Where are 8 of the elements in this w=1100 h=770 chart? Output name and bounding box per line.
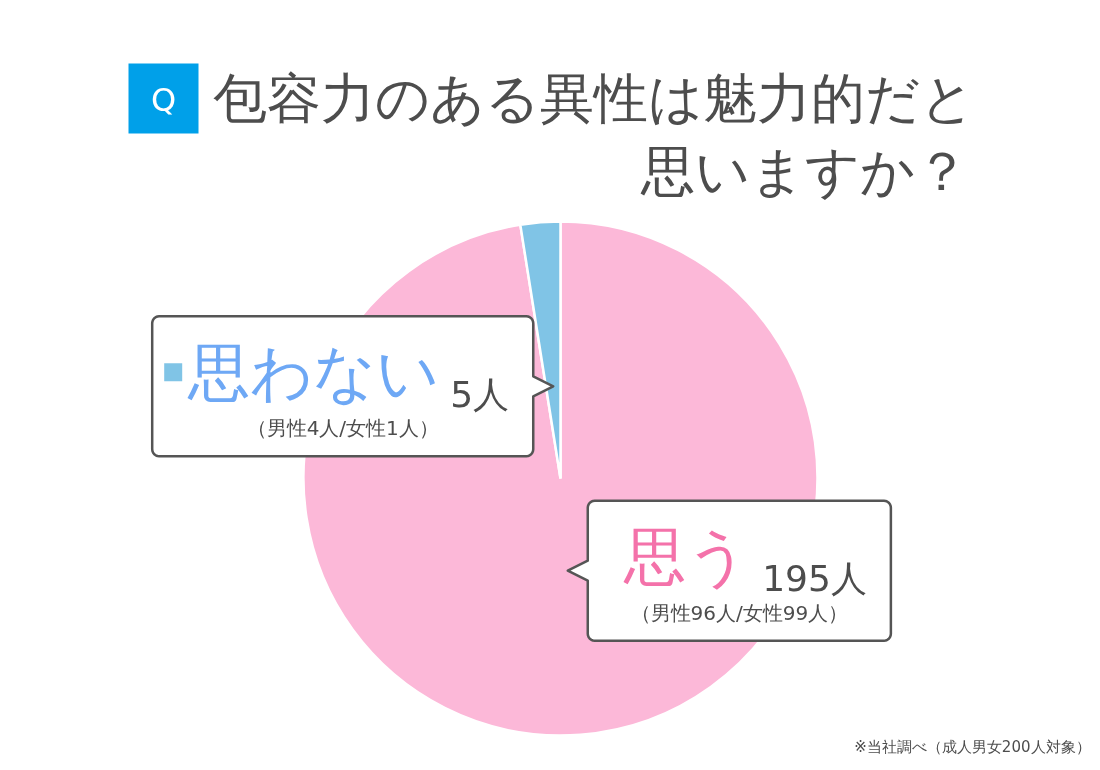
- text: ※当社調べ（成人男女200人対象）: [854, 737, 1091, 756]
- data-label: 5人: [450, 373, 510, 415]
- slice-label: 思う: [622, 520, 749, 594]
- chart-title: Q 包容力のある異性は魅力的だと思いますか？: [150, 67, 975, 203]
- legend-label: 思わない: [187, 335, 440, 409]
- data-label: 195人: [762, 558, 867, 600]
- text: （男性96人/女性99人）: [630, 600, 849, 625]
- text: （男性4人/女性1人）: [246, 416, 439, 441]
